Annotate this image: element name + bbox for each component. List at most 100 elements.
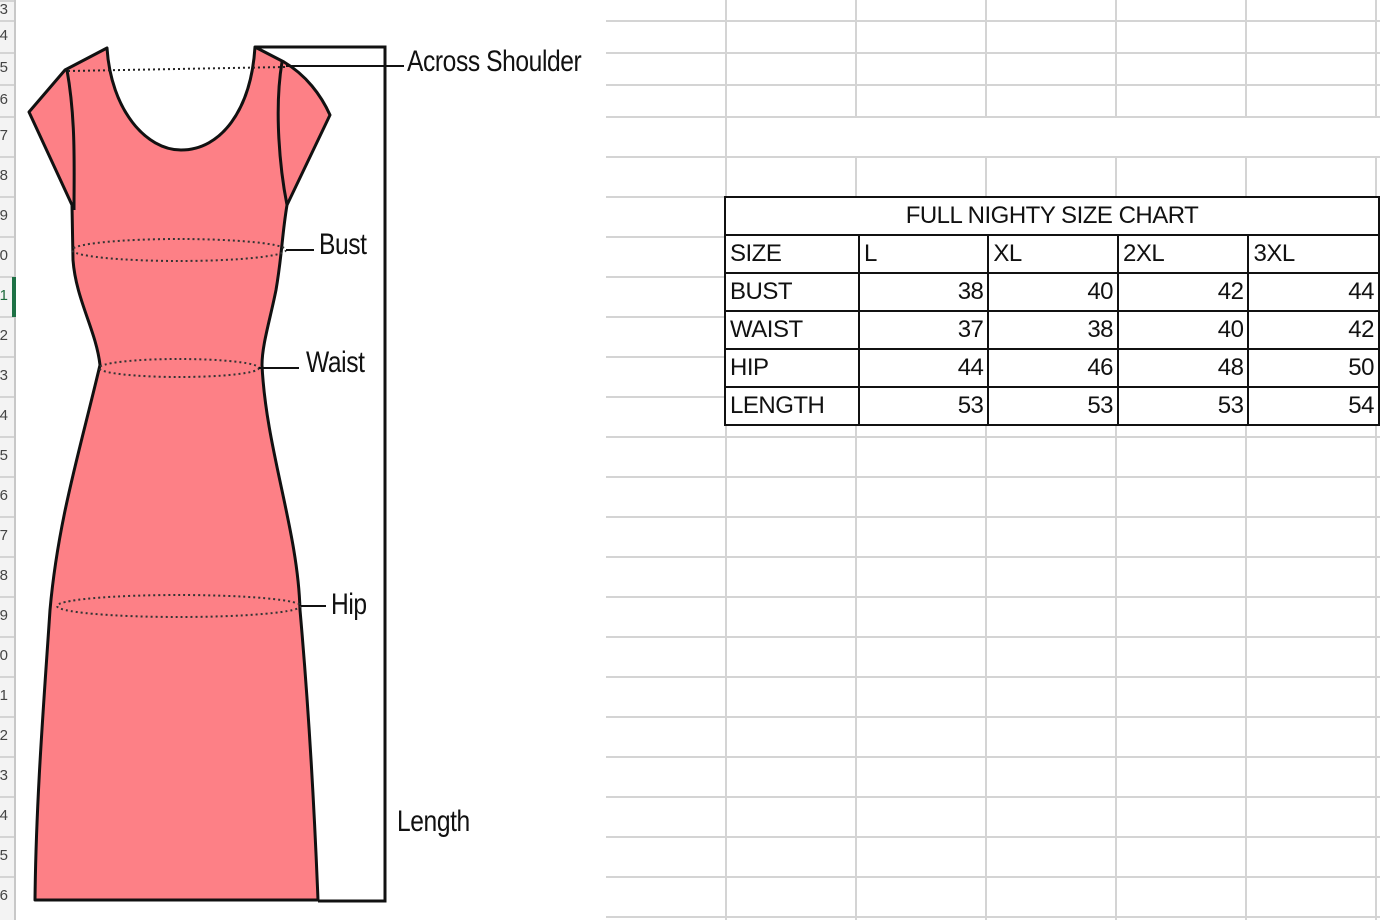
column-gridline	[855, 156, 857, 920]
value-cell[interactable]: 38	[987, 310, 1120, 350]
table-header-row: SIZE L XL 2XL 3XL	[724, 234, 1380, 274]
value-cell[interactable]: 44	[857, 348, 990, 388]
row-header-divider	[0, 836, 14, 838]
row-number[interactable]: 7	[0, 527, 8, 544]
value-cell[interactable]: 40	[1117, 310, 1250, 350]
length-label: Length	[397, 805, 470, 838]
row-number[interactable]: 2	[0, 727, 8, 744]
column-gridline	[1115, 156, 1117, 920]
column-gridline	[1245, 0, 1247, 116]
length-bracket	[255, 45, 387, 903]
dress-measurement-diagram[interactable]: Across Shoulder Bust Waist Hip Length	[16, 0, 606, 914]
value-cell[interactable]: 53	[1117, 386, 1250, 426]
row-header-divider	[0, 20, 14, 22]
row-header-divider	[0, 756, 14, 758]
value-cell[interactable]: 38	[857, 272, 990, 312]
selected-row-indicator	[12, 277, 16, 317]
row-label-cell[interactable]: LENGTH	[724, 386, 860, 426]
value-cell[interactable]: 48	[1117, 348, 1250, 388]
row-number[interactable]: 4	[0, 807, 8, 824]
row-header-divider	[0, 476, 14, 478]
row-header-divider	[0, 276, 14, 278]
row-gridline	[606, 916, 1380, 918]
row-number[interactable]: 5	[0, 447, 8, 464]
value-cell[interactable]: 54	[1247, 386, 1380, 426]
across-shoulder-label: Across Shoulder	[407, 45, 582, 78]
value-cell[interactable]: 50	[1247, 348, 1380, 388]
row-header-divider	[0, 356, 14, 358]
row-number[interactable]: 3	[0, 767, 8, 784]
row-gridline	[606, 84, 1380, 86]
row-header-divider	[0, 556, 14, 558]
header-cell[interactable]: SIZE	[724, 234, 860, 274]
row-number[interactable]: 7	[0, 127, 8, 144]
row-gridline	[606, 436, 1380, 438]
row-header-divider	[0, 436, 14, 438]
row-gridline	[606, 676, 1380, 678]
row-number[interactable]: 8	[0, 167, 8, 184]
armhole-right	[276, 61, 289, 206]
row-label-cell[interactable]: BUST	[724, 272, 860, 312]
row-gridline	[606, 756, 1380, 758]
column-gridline	[1375, 156, 1377, 920]
row-header-divider	[0, 84, 14, 86]
value-cell[interactable]: 53	[857, 386, 990, 426]
row-number[interactable]: 1	[0, 687, 8, 704]
row-number[interactable]: 5	[0, 59, 8, 76]
row-number[interactable]: 1	[0, 287, 8, 304]
row-gridline	[606, 476, 1380, 478]
row-number[interactable]: 2	[0, 327, 8, 344]
row-number[interactable]: 6	[0, 487, 8, 504]
table-row: WAIST 37 38 40 42	[724, 310, 1380, 350]
armhole-left	[65, 69, 76, 211]
column-gridline	[725, 0, 727, 116]
row-header-divider	[0, 676, 14, 678]
row-header-divider	[0, 0, 14, 2]
row-number[interactable]: 3	[0, 367, 8, 384]
row-number[interactable]: 5	[0, 847, 8, 864]
row-gridline	[606, 596, 1380, 598]
row-label-cell[interactable]: HIP	[724, 348, 860, 388]
value-cell[interactable]: 37	[857, 310, 990, 350]
column-gridline	[725, 116, 727, 920]
row-number[interactable]: 3	[0, 1, 8, 18]
header-cell[interactable]: XL	[987, 234, 1120, 274]
row-number[interactable]: 6	[0, 91, 8, 108]
size-chart-table: FULL NIGHTY SIZE CHART SIZE L XL 2XL 3XL…	[724, 196, 1380, 426]
row-gridline	[606, 636, 1380, 638]
row-number[interactable]: 0	[0, 647, 8, 664]
row-gridline	[606, 516, 1380, 518]
header-cell[interactable]: 2XL	[1117, 234, 1250, 274]
row-gridline	[606, 116, 1380, 118]
value-cell[interactable]: 42	[1247, 310, 1380, 350]
row-header-divider	[0, 516, 14, 518]
column-gridline	[855, 0, 857, 116]
header-cell[interactable]: 3XL	[1247, 234, 1380, 274]
row-header-divider	[0, 52, 14, 54]
value-cell[interactable]: 46	[987, 348, 1120, 388]
row-number[interactable]: 0	[0, 247, 8, 264]
header-cell[interactable]: L	[857, 234, 990, 274]
row-gridline	[606, 156, 1380, 158]
row-number[interactable]: 4	[0, 27, 8, 44]
row-header-divider	[0, 116, 14, 118]
row-gridline	[606, 796, 1380, 798]
row-number[interactable]: 8	[0, 567, 8, 584]
column-gridline	[985, 0, 987, 116]
waist-label: Waist	[306, 346, 365, 379]
row-number[interactable]: 4	[0, 407, 8, 424]
row-number[interactable]: 6	[0, 887, 8, 904]
column-gridline	[985, 156, 987, 920]
table-title-cell[interactable]: FULL NIGHTY SIZE CHART	[724, 196, 1380, 236]
table-title-row: FULL NIGHTY SIZE CHART	[724, 196, 1380, 236]
row-header-column[interactable]: 3 4 5 6 7 8 9 0 1 2 3 4 5 6 7 8 9 0 1 2 3 4 5 6	[0, 0, 16, 920]
value-cell[interactable]: 42	[1117, 272, 1250, 312]
value-cell[interactable]: 53	[987, 386, 1120, 426]
row-number[interactable]: 9	[0, 607, 8, 624]
row-number[interactable]: 9	[0, 207, 8, 224]
column-gridline	[1375, 0, 1377, 116]
hip-label: Hip	[331, 588, 367, 621]
row-label-cell[interactable]: WAIST	[724, 310, 860, 350]
value-cell[interactable]: 44	[1247, 272, 1380, 312]
value-cell[interactable]: 40	[987, 272, 1120, 312]
